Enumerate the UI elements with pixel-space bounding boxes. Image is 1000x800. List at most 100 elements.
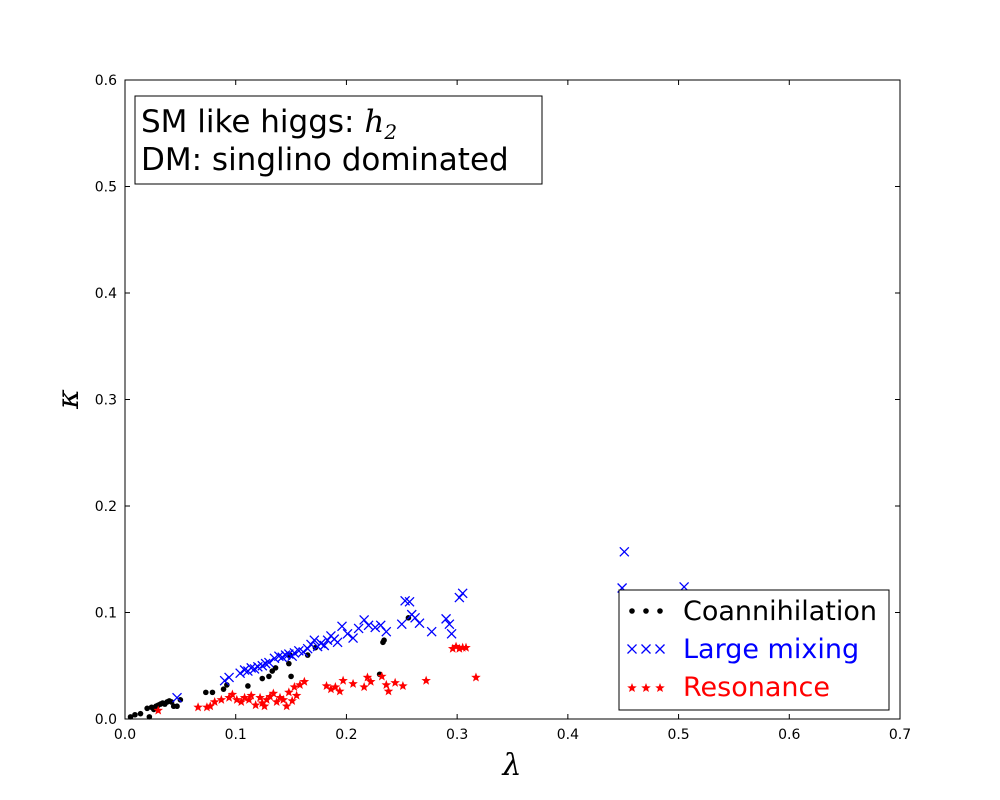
point-large-mixing xyxy=(444,619,455,630)
point-resonance xyxy=(259,701,270,711)
point-resonance xyxy=(326,684,336,694)
point-resonance xyxy=(377,671,387,681)
legend-label-resonance: Resonance xyxy=(683,672,830,703)
x-tick-label: 0.2 xyxy=(335,727,357,743)
legend-marker-coannihilation xyxy=(643,608,649,614)
point-large-mixing xyxy=(396,619,407,630)
legend-label-coannihilation: Coannihilation xyxy=(683,596,877,627)
point-resonance xyxy=(224,692,234,702)
point-large-mixing xyxy=(302,643,313,654)
point-resonance xyxy=(261,694,272,704)
legend-marker-resonance xyxy=(655,683,665,693)
annotation-line-2: DM: singlino dominated xyxy=(141,142,509,178)
point-large-mixing xyxy=(239,665,250,675)
point-resonance xyxy=(454,643,465,653)
point-resonance xyxy=(239,692,250,702)
point-resonance xyxy=(255,692,265,702)
point-resonance xyxy=(209,696,220,707)
annotation-line-1: SM like higgs: h2 xyxy=(141,104,397,144)
point-resonance xyxy=(244,694,254,704)
point-large-mixing xyxy=(260,658,271,669)
point-large-mixing xyxy=(414,618,425,629)
point-resonance xyxy=(250,700,261,710)
point-coannihilation xyxy=(137,710,144,717)
point-large-mixing xyxy=(235,668,246,679)
point-resonance xyxy=(284,687,294,697)
legend-markers xyxy=(627,608,665,693)
point-resonance xyxy=(216,694,227,704)
point-large-mixing xyxy=(172,692,182,703)
point-large-mixing xyxy=(342,628,353,639)
x-tick-label: 0.3 xyxy=(446,727,468,743)
annotation-higgs-subscript: 2 xyxy=(383,120,397,144)
point-resonance xyxy=(227,689,238,699)
point-large-mixing xyxy=(457,588,468,599)
x-tick-label: 0.1 xyxy=(225,727,247,743)
legend-marker-coannihilation xyxy=(657,608,663,614)
point-large-mixing xyxy=(353,623,364,634)
point-large-mixing xyxy=(348,633,359,644)
point-resonance xyxy=(271,696,282,707)
y-tick-label: 0.5 xyxy=(95,180,117,196)
point-resonance xyxy=(390,677,400,687)
point-resonance xyxy=(278,694,289,704)
data-marks xyxy=(127,546,690,720)
legend-marker-large-mixing xyxy=(641,644,651,654)
x-tick-label: 0.5 xyxy=(667,727,689,743)
point-coannihilation xyxy=(177,697,184,703)
annotation-box: SM like higgs: h2 DM: singlino dominated xyxy=(134,95,543,185)
y-axis-label: κ xyxy=(51,389,86,410)
point-coannihilation xyxy=(245,683,251,689)
legend-marker-resonance xyxy=(641,683,651,693)
point-coannihilation xyxy=(168,699,175,705)
point-resonance xyxy=(291,690,302,700)
point-coannihilation xyxy=(259,675,266,682)
point-coannihilation xyxy=(144,705,150,712)
point-large-mixing xyxy=(619,546,630,557)
annotation-line-1-prefix: SM like higgs: xyxy=(141,104,364,140)
point-coannihilation xyxy=(272,665,279,671)
point-large-mixing xyxy=(370,622,381,633)
point-resonance xyxy=(299,676,310,686)
point-coannihilation xyxy=(174,703,180,710)
point-resonance xyxy=(268,688,279,698)
point-resonance xyxy=(359,682,369,692)
legend-marker-coannihilation xyxy=(629,608,635,614)
point-large-mixing xyxy=(454,592,465,603)
point-resonance xyxy=(421,675,431,685)
point-resonance xyxy=(330,682,341,692)
point-large-mixing xyxy=(363,620,374,631)
point-large-mixing xyxy=(319,640,330,651)
point-resonance xyxy=(232,694,242,704)
legend-marker-resonance xyxy=(627,683,637,693)
x-axis-label: λ xyxy=(501,748,521,783)
point-coannihilation xyxy=(286,660,292,667)
point-resonance xyxy=(381,679,392,689)
point-resonance xyxy=(275,692,285,702)
point-resonance xyxy=(287,695,297,705)
point-coannihilation xyxy=(203,689,209,696)
x-tick-label: 0.7 xyxy=(889,727,911,743)
point-resonance xyxy=(338,675,348,685)
point-large-mixing xyxy=(441,613,452,624)
point-coannihilation xyxy=(304,652,311,658)
point-large-mixing xyxy=(337,621,347,632)
legend: Coannihilation Large mixing Resonance xyxy=(618,589,890,711)
point-large-mixing xyxy=(446,628,457,639)
point-resonance xyxy=(265,691,275,701)
point-coannihilation xyxy=(288,673,294,680)
point-resonance xyxy=(295,679,305,689)
point-resonance xyxy=(461,642,471,652)
axis-ticks: 0.0 0.1 0.2 0.3 0.4 0.5 0.6 0.7 0.0 0.1 0.2 0.3 0.4 0… xyxy=(95,73,911,743)
point-resonance xyxy=(281,701,292,711)
point-coannihilation xyxy=(381,637,387,643)
point-resonance xyxy=(193,702,203,712)
point-resonance xyxy=(205,701,216,711)
point-resonance xyxy=(321,680,332,691)
point-resonance xyxy=(362,672,373,682)
point-large-mixing xyxy=(219,675,230,686)
point-large-mixing xyxy=(298,646,309,657)
legend-marker-large-mixing xyxy=(655,644,665,654)
point-large-mixing xyxy=(263,657,274,668)
point-resonance xyxy=(202,702,212,712)
